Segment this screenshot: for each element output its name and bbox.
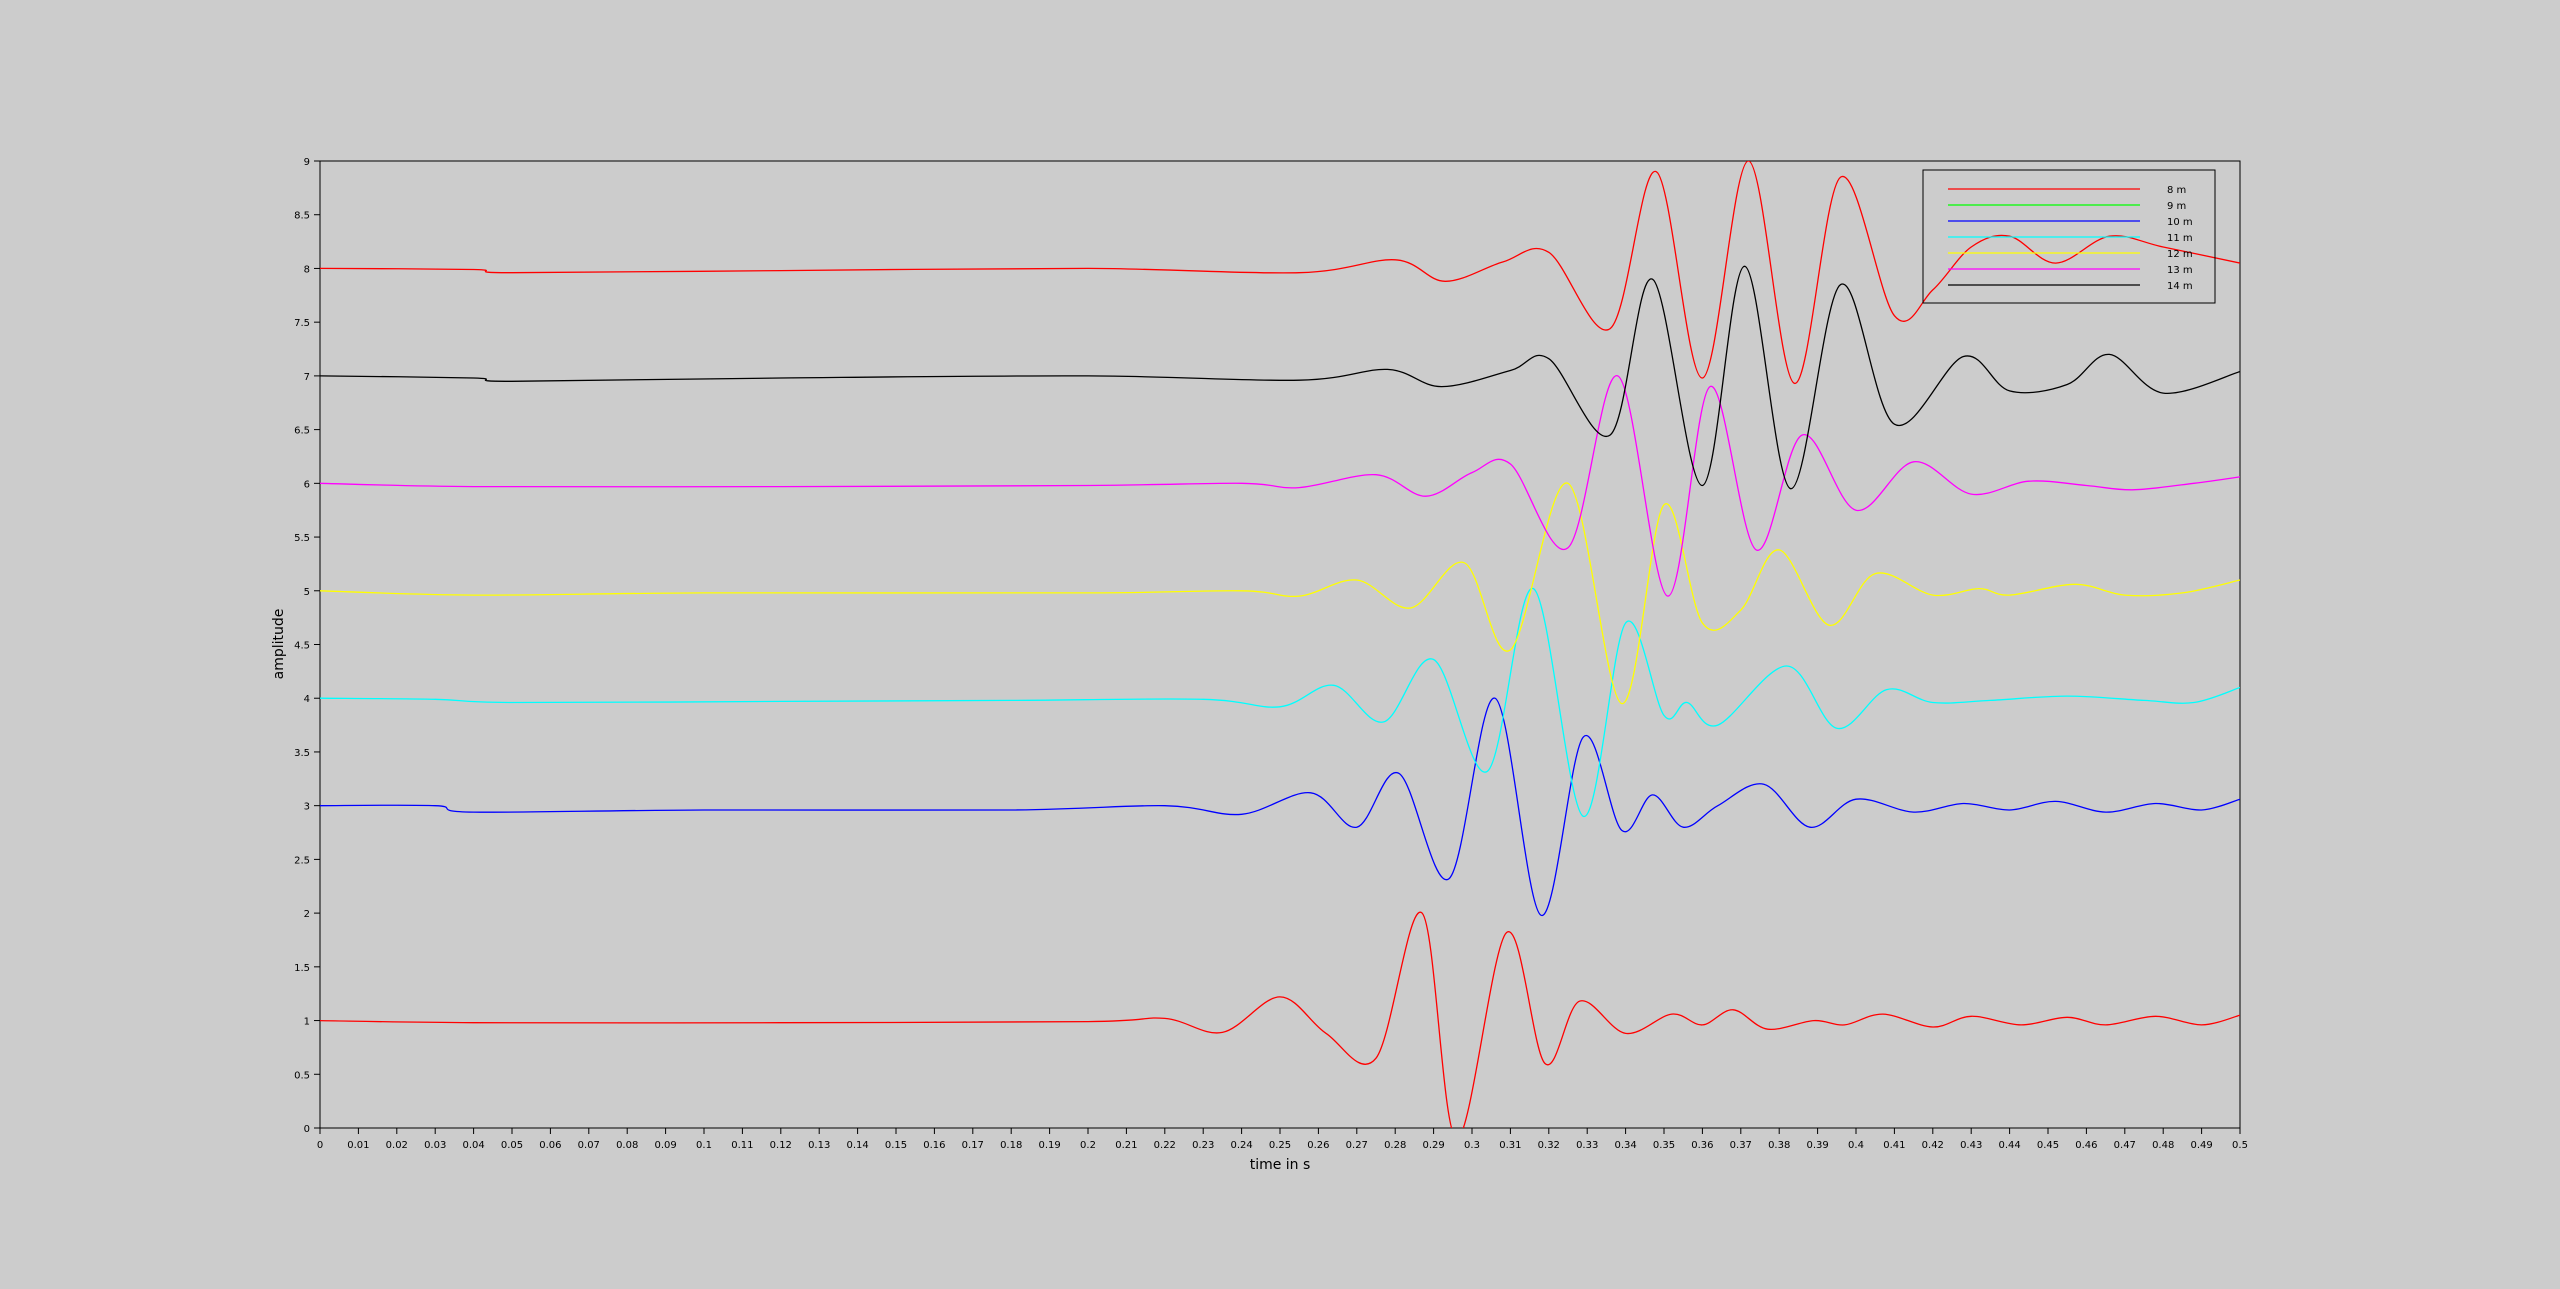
series-line-3 — [320, 482, 2240, 705]
x-tick-label: 0.46 — [2075, 1140, 2097, 1151]
legend-label: 14 m — [2167, 281, 2193, 292]
x-tick-label: 0.35 — [1653, 1140, 1675, 1151]
y-tick-label: 8 — [304, 264, 310, 275]
x-tick-label: 0.14 — [846, 1140, 868, 1151]
y-tick-label: 4.5 — [294, 641, 310, 652]
series-line-6 — [320, 161, 2240, 385]
x-tick-label: 0.09 — [654, 1140, 676, 1151]
x-tick-label: 0.45 — [2037, 1140, 2059, 1151]
x-tick-label: 0.27 — [1346, 1140, 1368, 1151]
x-tick-label: 0.16 — [923, 1140, 945, 1151]
series-line-4 — [320, 375, 2240, 597]
y-tick-label: 8.5 — [294, 211, 310, 222]
x-tick-label: 0.13 — [808, 1140, 830, 1151]
legend: 8 m 9 m 10 m 11 m 12 m 13 m 14 m — [1922, 169, 2216, 304]
x-tick-label: 0.48 — [2152, 1140, 2174, 1151]
x-tick-label: 0.41 — [1883, 1140, 1905, 1151]
x-tick-label: 0.47 — [2114, 1140, 2136, 1151]
x-tick-label: 0.19 — [1038, 1140, 1060, 1151]
x-tick-label: 0.42 — [1922, 1140, 1944, 1151]
plot-area — [319, 160, 2241, 1129]
x-tick-label: 0.39 — [1806, 1140, 1828, 1151]
y-axis-ticks: 0 0.5 1 1.5 2 2.5 3 3.5 4 4.5 5 5.5 6 6.5 7 7.5 8 8.5 9 — [294, 157, 320, 1135]
y-tick-label: 5 — [304, 587, 310, 598]
y-tick-label: 1.5 — [294, 963, 310, 974]
y-tick-label: 6.5 — [294, 426, 310, 437]
x-tick-label: 0.12 — [770, 1140, 792, 1151]
y-tick-label: 7 — [304, 372, 310, 383]
x-tick-label: 0.21 — [1115, 1140, 1137, 1151]
series-line-2 — [320, 587, 2240, 818]
x-tick-label: 0 — [317, 1140, 323, 1151]
y-tick-label: 0.5 — [294, 1070, 310, 1081]
x-axis-label: time in s — [1250, 1157, 1311, 1173]
x-tick-label: 0.38 — [1768, 1140, 1790, 1151]
x-tick-label: 0.24 — [1230, 1140, 1252, 1151]
x-tick-label: 0.29 — [1422, 1140, 1444, 1151]
legend-label: 12 m — [2167, 249, 2193, 260]
y-tick-label: 3.5 — [294, 748, 310, 759]
x-axis-ticks: 0 0.01 0.02 0.03 0.04 0.05 0.06 0.07 0.08 0.09 0.1… — [317, 1128, 2248, 1151]
x-tick-label: 0.17 — [962, 1140, 984, 1151]
x-tick-label: 0.3 — [1464, 1140, 1480, 1151]
y-tick-label: 3 — [304, 802, 310, 813]
x-tick-label: 0.18 — [1000, 1140, 1022, 1151]
series-line-5 — [320, 265, 2240, 490]
x-tick-label: 0.32 — [1538, 1140, 1560, 1151]
x-tick-label: 0.26 — [1307, 1140, 1329, 1151]
series-line-0 — [320, 911, 2240, 1128]
series-group — [320, 161, 2240, 1128]
x-tick-label: 0.49 — [2190, 1140, 2212, 1151]
x-tick-label: 0.44 — [1998, 1140, 2020, 1151]
x-tick-label: 0.28 — [1384, 1140, 1406, 1151]
x-tick-label: 0.37 — [1730, 1140, 1752, 1151]
x-tick-label: 0.02 — [386, 1140, 408, 1151]
x-tick-label: 0.15 — [885, 1140, 907, 1151]
y-tick-label: 7.5 — [294, 318, 310, 329]
legend-label: 8 m — [2167, 185, 2186, 196]
x-tick-label: 0.25 — [1269, 1140, 1291, 1151]
x-tick-label: 0.07 — [578, 1140, 600, 1151]
y-tick-label: 1 — [304, 1017, 310, 1028]
x-tick-label: 0.2 — [1080, 1140, 1096, 1151]
y-tick-label: 2.5 — [294, 855, 310, 866]
x-tick-label: 0.34 — [1614, 1140, 1636, 1151]
legend-label: 11 m — [2167, 233, 2193, 244]
legend-box — [1922, 169, 2216, 304]
x-tick-label: 0.4 — [1848, 1140, 1864, 1151]
x-tick-label: 0.1 — [696, 1140, 712, 1151]
legend-label: 9 m — [2167, 201, 2186, 212]
x-tick-label: 0.33 — [1576, 1140, 1598, 1151]
x-tick-label: 0.43 — [1960, 1140, 1982, 1151]
x-tick-label: 0.11 — [731, 1140, 753, 1151]
x-tick-label: 0.01 — [347, 1140, 369, 1151]
y-tick-label: 4 — [304, 694, 310, 705]
x-tick-label: 0.06 — [539, 1140, 561, 1151]
x-tick-label: 0.04 — [462, 1140, 484, 1151]
legend-label: 10 m — [2167, 217, 2193, 228]
x-tick-label: 0.5 — [2232, 1140, 2248, 1151]
y-tick-label: 5.5 — [294, 533, 310, 544]
y-tick-label: 2 — [304, 909, 310, 920]
y-axis-label: amplitude — [271, 609, 287, 680]
y-tick-label: 9 — [304, 157, 310, 168]
x-tick-label: 0.23 — [1192, 1140, 1214, 1151]
legend-label: 13 m — [2167, 265, 2193, 276]
x-tick-label: 0.03 — [424, 1140, 446, 1151]
x-tick-label: 0.22 — [1154, 1140, 1176, 1151]
y-tick-label: 0 — [304, 1124, 310, 1135]
x-tick-label: 0.31 — [1499, 1140, 1521, 1151]
x-tick-label: 0.36 — [1691, 1140, 1713, 1151]
x-tick-label: 0.05 — [501, 1140, 523, 1151]
series-line-1 — [320, 697, 2240, 916]
x-tick-label: 0.08 — [616, 1140, 638, 1151]
y-tick-label: 6 — [304, 479, 310, 490]
